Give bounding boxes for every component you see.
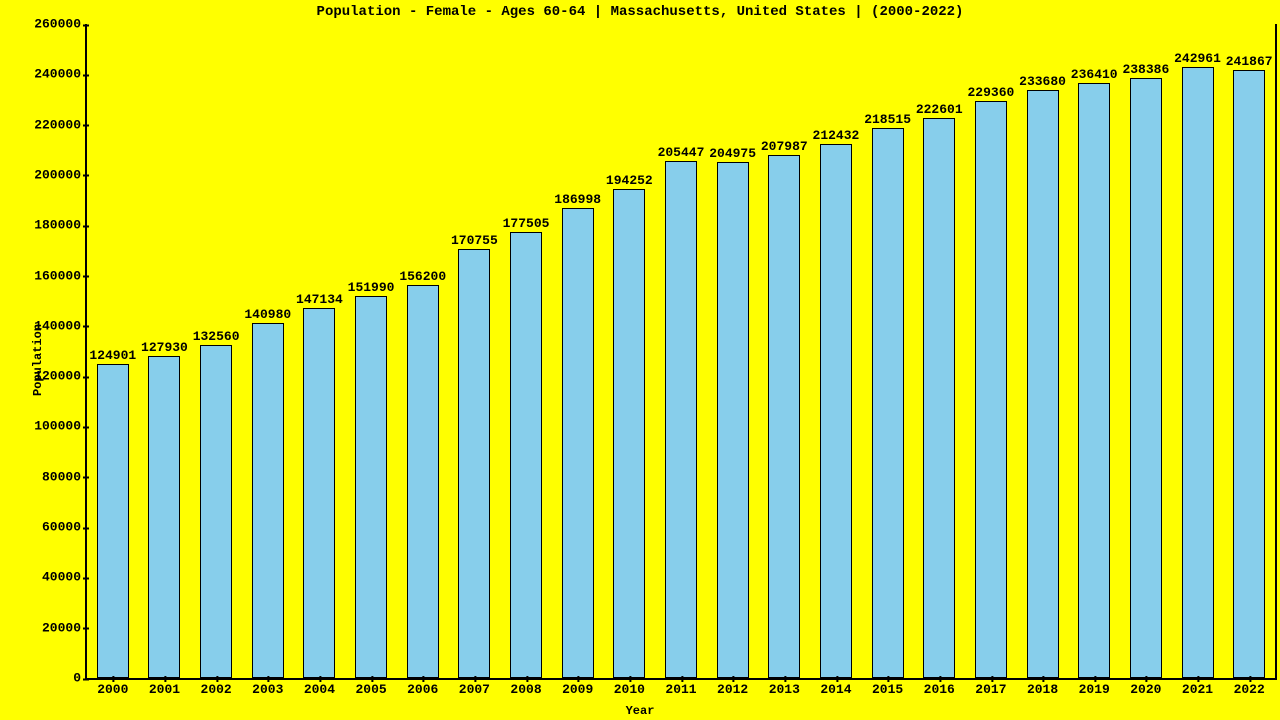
- bar: 236410: [1078, 83, 1110, 678]
- x-axis-label: Year: [0, 704, 1280, 718]
- y-tick: 200000: [34, 167, 87, 182]
- bar: 238386: [1130, 78, 1162, 678]
- bar-value-label: 242961: [1174, 51, 1221, 68]
- x-tick: 2003: [252, 678, 283, 697]
- bar-value-label: 132560: [193, 329, 240, 346]
- x-tick: 2005: [355, 678, 386, 697]
- bar: 222601: [923, 118, 955, 678]
- bar: 242961: [1182, 67, 1214, 678]
- x-tick: 2020: [1130, 678, 1161, 697]
- x-tick: 2011: [665, 678, 696, 697]
- bar-value-label: 156200: [399, 269, 446, 286]
- bar-value-label: 207987: [761, 139, 808, 156]
- bar: 170755: [458, 249, 490, 679]
- bar-value-label: 238386: [1122, 62, 1169, 79]
- bar-value-label: 170755: [451, 233, 498, 250]
- bar: 241867: [1233, 70, 1265, 678]
- x-tick: 2004: [304, 678, 335, 697]
- bar: 204975: [717, 162, 749, 678]
- bar: 194252: [613, 189, 645, 678]
- x-tick: 2014: [820, 678, 851, 697]
- bar: 124901: [97, 364, 129, 678]
- x-tick: 2015: [872, 678, 903, 697]
- y-tick: 80000: [42, 469, 87, 484]
- bar-value-label: 205447: [658, 145, 705, 162]
- bar: 140980: [252, 323, 284, 678]
- x-tick: 2022: [1234, 678, 1265, 697]
- bar-value-label: 229360: [967, 85, 1014, 102]
- bar-value-label: 236410: [1071, 67, 1118, 84]
- y-tick: 240000: [34, 67, 87, 82]
- y-tick: 40000: [42, 570, 87, 585]
- bar: 207987: [768, 155, 800, 678]
- bar: 132560: [200, 345, 232, 678]
- bar: 156200: [407, 285, 439, 678]
- x-tick: 2007: [459, 678, 490, 697]
- bar-value-label: 151990: [348, 280, 395, 297]
- bar-value-label: 233680: [1019, 74, 1066, 91]
- x-tick: 2012: [717, 678, 748, 697]
- bar-value-label: 194252: [606, 173, 653, 190]
- bar: 212432: [820, 144, 852, 678]
- bar: 127930: [148, 356, 180, 678]
- bar: 186998: [562, 208, 594, 678]
- x-tick: 2006: [407, 678, 438, 697]
- x-tick: 2018: [1027, 678, 1058, 697]
- bar: 147134: [303, 308, 335, 678]
- x-tick: 2000: [97, 678, 128, 697]
- y-tick: 20000: [42, 620, 87, 635]
- x-tick: 2013: [769, 678, 800, 697]
- bar: 233680: [1027, 90, 1059, 678]
- bar-value-label: 147134: [296, 292, 343, 309]
- x-tick: 2001: [149, 678, 180, 697]
- chart-title: Population - Female - Ages 60-64 | Massa…: [0, 4, 1280, 20]
- bar-value-label: 204975: [709, 146, 756, 163]
- bar: 151990: [355, 296, 387, 678]
- y-tick: 120000: [34, 369, 87, 384]
- y-tick: 260000: [34, 17, 87, 32]
- bar-value-label: 241867: [1226, 54, 1273, 71]
- bar-value-label: 177505: [503, 216, 550, 233]
- y-axis-label: Population: [31, 324, 45, 396]
- bar: 205447: [665, 161, 697, 678]
- y-tick: 140000: [34, 318, 87, 333]
- x-tick: 2019: [1079, 678, 1110, 697]
- bar-value-label: 127930: [141, 340, 188, 357]
- y-tick: 100000: [34, 419, 87, 434]
- y-tick: 0: [73, 671, 87, 686]
- x-tick: 2021: [1182, 678, 1213, 697]
- y-tick: 160000: [34, 268, 87, 283]
- bar: 177505: [510, 232, 542, 678]
- bar-value-label: 124901: [89, 348, 136, 365]
- x-tick: 2002: [201, 678, 232, 697]
- y-tick: 60000: [42, 520, 87, 535]
- bar-value-label: 218515: [864, 112, 911, 129]
- bar: 229360: [975, 101, 1007, 678]
- x-tick: 2017: [975, 678, 1006, 697]
- bar-value-label: 186998: [554, 192, 601, 209]
- bar-value-label: 222601: [916, 102, 963, 119]
- y-tick: 220000: [34, 117, 87, 132]
- x-tick: 2009: [562, 678, 593, 697]
- x-tick: 2016: [924, 678, 955, 697]
- plot-area: 0200004000060000800001000001200001400001…: [85, 24, 1277, 680]
- bar-value-label: 140980: [244, 307, 291, 324]
- x-tick: 2010: [614, 678, 645, 697]
- chart-container: Population - Female - Ages 60-64 | Massa…: [0, 0, 1280, 720]
- bar: 218515: [872, 128, 904, 678]
- bar-value-label: 212432: [813, 128, 860, 145]
- x-tick: 2008: [510, 678, 541, 697]
- y-tick: 180000: [34, 218, 87, 233]
